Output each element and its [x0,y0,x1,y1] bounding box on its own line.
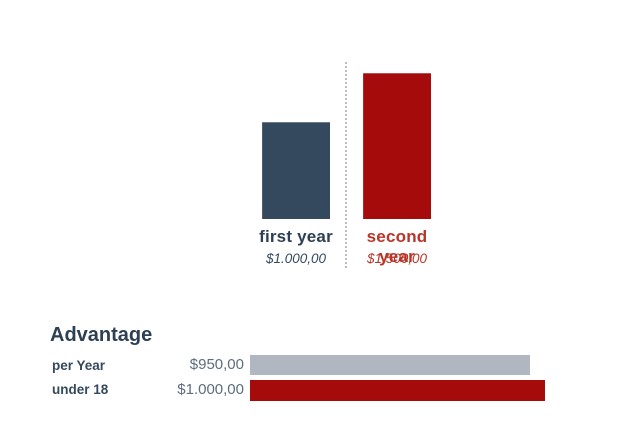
bar-value-second-year: $1.500,00 [366,251,428,266]
advantage-heading: Advantage [50,324,153,346]
bar-value-first-year: $1.000,00 [265,251,327,266]
bar-second-year [363,73,431,219]
bar-first-year [262,122,330,219]
advantage-label-under-18: under 18 [52,382,109,397]
dotted-divider [345,62,347,268]
advantage-value-under-18: $1.000,00 [177,381,244,398]
bar-label-first-year: first year [259,227,333,246]
advantage-bar-per-year [250,355,530,375]
advantage-value-per-year: $950,00 [189,356,244,373]
advantage-bar-under-18 [250,380,545,401]
bar-label-second-year: second year [366,227,428,266]
advantage-label-per-year: per Year [52,358,106,373]
